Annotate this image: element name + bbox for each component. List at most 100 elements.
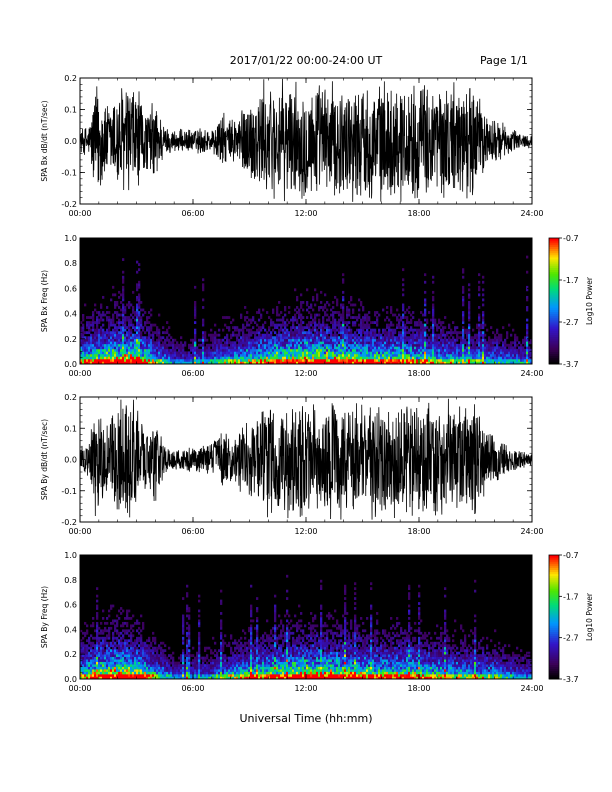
spectrogram-cell bbox=[406, 348, 409, 352]
spectrogram-cell bbox=[292, 323, 295, 327]
spectrogram-cell bbox=[146, 639, 149, 643]
spectrogram-cell bbox=[182, 664, 185, 667]
colorbar-segment bbox=[549, 292, 559, 296]
spectrogram-cell bbox=[288, 331, 291, 335]
spectrogram-cell bbox=[132, 641, 135, 645]
spectrogram-cell bbox=[194, 341, 197, 345]
spectrogram-cell bbox=[90, 353, 93, 357]
spectrogram-cell bbox=[262, 323, 265, 327]
spectrogram-cell bbox=[150, 328, 153, 332]
spectrogram-cell bbox=[466, 348, 469, 352]
spectrogram-cell bbox=[138, 293, 141, 297]
spectrogram-cell bbox=[224, 336, 227, 340]
spectrogram-cell bbox=[278, 351, 281, 355]
spectrogram-cell bbox=[462, 328, 465, 332]
spectrogram-cell bbox=[192, 353, 195, 357]
spectrogram-cell bbox=[174, 343, 177, 347]
x-tick-label: 00:00 bbox=[68, 527, 91, 536]
spectrogram-cell bbox=[120, 639, 123, 643]
spectrogram-cell bbox=[212, 348, 215, 352]
spectrogram-cell bbox=[112, 333, 115, 337]
spectrogram-cell bbox=[516, 353, 519, 357]
spectrogram-cell bbox=[504, 341, 507, 345]
spectrogram-cell bbox=[168, 351, 171, 355]
spectrogram-cell bbox=[124, 671, 127, 675]
spectrogram-cell bbox=[138, 639, 141, 643]
spectrogram-cell bbox=[122, 356, 125, 360]
spectrogram-cell bbox=[172, 341, 175, 345]
spectrogram-cell bbox=[80, 661, 83, 665]
spectrogram-cell bbox=[98, 674, 101, 677]
spectrogram-cell bbox=[404, 361, 407, 365]
spectrogram-cell bbox=[134, 338, 137, 342]
spectrogram-cell bbox=[326, 328, 329, 332]
spectrogram-cell bbox=[324, 361, 327, 365]
spectrogram-cell bbox=[136, 664, 139, 667]
spectrogram-cell bbox=[502, 353, 505, 357]
spectrogram-cell bbox=[156, 356, 159, 360]
spectrogram-cell bbox=[106, 641, 109, 645]
spectrogram-cell bbox=[326, 336, 329, 340]
spectrogram-cell bbox=[528, 341, 531, 345]
colorbar-segment bbox=[549, 242, 559, 245]
colorbar-segment bbox=[549, 263, 559, 266]
spectrogram-cell bbox=[342, 313, 345, 317]
spectrogram-cell bbox=[426, 341, 429, 345]
spectrogram-cell bbox=[284, 351, 287, 355]
spectrogram-cell bbox=[476, 361, 479, 365]
spectrogram-cell bbox=[82, 336, 85, 340]
spectrogram-cell bbox=[440, 346, 443, 350]
spectrogram-cell bbox=[300, 341, 303, 345]
spectrogram-cell bbox=[416, 336, 419, 340]
spectrogram-cell bbox=[300, 313, 303, 317]
spectrogram-cell bbox=[106, 341, 109, 345]
spectrogram-cell bbox=[188, 656, 191, 660]
spectrogram-cell bbox=[94, 356, 97, 360]
spectrogram-cell bbox=[256, 343, 259, 347]
spectrogram-cell bbox=[232, 333, 235, 337]
spectrogram-cell bbox=[398, 336, 401, 340]
spectrogram-cell bbox=[126, 656, 129, 660]
spectrogram-cell bbox=[294, 356, 297, 360]
spectrogram-cell bbox=[272, 351, 275, 355]
spectrogram-cell bbox=[404, 346, 407, 350]
spectrogram-cell bbox=[322, 318, 325, 322]
spectrogram-cell bbox=[228, 328, 231, 332]
spectrogram-cell bbox=[104, 361, 107, 365]
spectrogram-cell bbox=[98, 338, 101, 342]
spectrogram-cell bbox=[394, 336, 397, 340]
colorbar-segment bbox=[549, 330, 559, 333]
spectrogram-cell bbox=[462, 270, 465, 274]
spectrogram-cell bbox=[216, 361, 219, 365]
spectrogram-cell bbox=[132, 669, 135, 672]
spectrogram-cell bbox=[240, 361, 243, 365]
spectrogram-cell bbox=[450, 358, 453, 362]
spectrogram-cell bbox=[96, 649, 99, 653]
spectrogram-cell bbox=[512, 341, 515, 345]
spectrogram-cell bbox=[526, 308, 529, 312]
spectrogram-cell bbox=[94, 361, 97, 365]
spectrogram-cell bbox=[286, 323, 289, 327]
spectrogram-cell bbox=[158, 676, 161, 680]
spectrogram-cell bbox=[96, 321, 99, 324]
spectrogram-cell bbox=[424, 298, 427, 302]
spectrogram-cell bbox=[278, 361, 281, 365]
spectrogram-cell bbox=[102, 311, 105, 314]
spectrogram-cell bbox=[224, 358, 227, 362]
spectrogram-cell bbox=[326, 323, 329, 327]
spectrogram-cell bbox=[100, 646, 103, 650]
spectrogram-cell bbox=[106, 664, 109, 667]
spectrogram-cell bbox=[198, 649, 201, 653]
spectrogram-cell bbox=[310, 338, 313, 342]
spectrogram-cell bbox=[372, 358, 375, 362]
spectrogram-cell bbox=[142, 651, 145, 655]
spectrogram-cell bbox=[362, 358, 365, 362]
spectrogram-cell bbox=[482, 293, 485, 297]
spectrogram-cell bbox=[308, 333, 311, 337]
spectrogram-cell bbox=[404, 356, 407, 360]
spectrogram-cell bbox=[256, 353, 259, 357]
spectrogram-cell bbox=[354, 331, 357, 335]
spectrogram-cell bbox=[96, 671, 99, 675]
colorbar-segment bbox=[549, 280, 559, 283]
spectrogram-cell bbox=[306, 356, 309, 360]
